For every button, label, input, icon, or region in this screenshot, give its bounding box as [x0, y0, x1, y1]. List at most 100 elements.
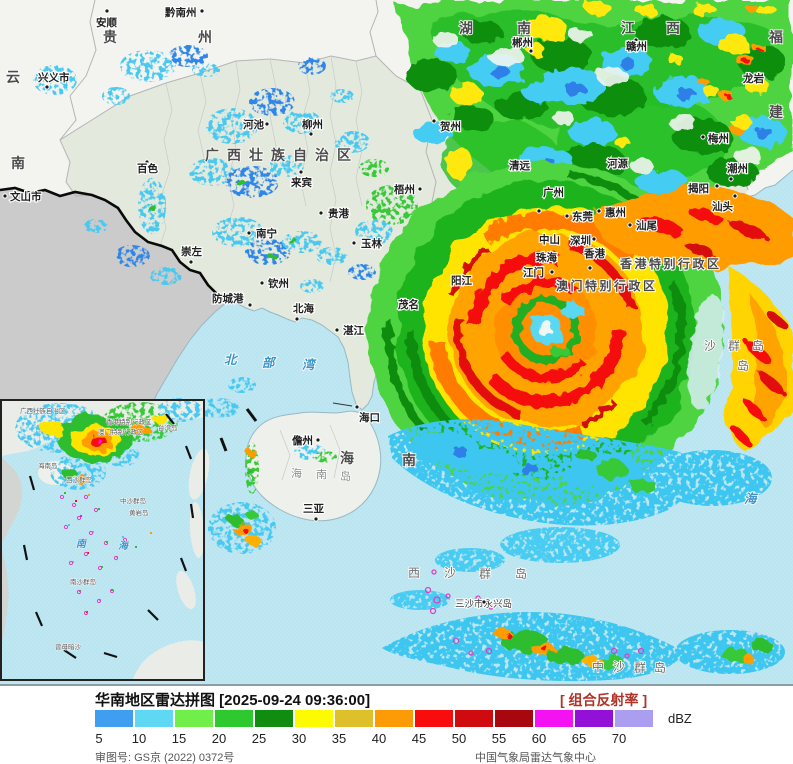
legend-color-5 — [95, 710, 133, 727]
map-label: 群 — [479, 567, 491, 581]
city-label: 儋州 — [292, 434, 313, 447]
city-label: 安顺 — [96, 16, 117, 29]
city-dot — [528, 48, 534, 54]
map-label: 香港特别行政区 — [619, 256, 722, 271]
map-label: 北 — [224, 353, 239, 367]
legend-color-65 — [575, 710, 613, 727]
map-label: 沙 — [704, 339, 716, 353]
legend-tick: 5 — [95, 731, 103, 746]
dbz-tick-labels: 5 10 15 20 25 30 35 40 45 50 55 60 65 70 — [0, 731, 793, 747]
legend-color-30 — [295, 710, 333, 727]
maritime-boundary-dashes — [219, 408, 258, 452]
city-dot — [633, 37, 639, 43]
city-dot — [318, 210, 324, 216]
legend-tick: 50 — [451, 731, 467, 746]
radar-west-green-dots — [148, 125, 296, 259]
city-dot — [700, 134, 706, 140]
city-dot — [354, 404, 360, 410]
city-label: 汕头 — [712, 200, 733, 213]
city-label: 兴义市 — [38, 71, 70, 84]
map-label: 海 — [744, 492, 759, 506]
legend-color-20 — [215, 710, 253, 727]
city-label: 江门 — [523, 266, 544, 279]
map-label: 南 — [11, 155, 25, 171]
city-label: 文山市 — [9, 190, 42, 203]
inset-label: 西沙群岛 — [66, 475, 92, 484]
inset-label: 海南岛 — [38, 461, 58, 470]
city-label: 湛江 — [343, 324, 364, 337]
city-dot — [549, 269, 555, 275]
map-label: 区 — [337, 147, 351, 163]
legend-bar: 华南地区雷达拼图 [2025-09-24 09:36:00] [ 组合反射率 ]… — [0, 686, 793, 764]
city-label: 防城港 — [212, 292, 244, 305]
map-label: 州 — [197, 29, 212, 45]
city-dot — [104, 8, 110, 14]
city-dot — [315, 437, 321, 443]
island-reef-markers — [424, 569, 645, 659]
city-dot — [591, 236, 597, 242]
city-label: 柳州 — [302, 118, 323, 131]
city-label: 玉林 — [361, 237, 382, 250]
city-dot — [431, 118, 437, 124]
inset-label: 台湾岛 — [158, 423, 178, 432]
map-label: 自 — [293, 147, 307, 163]
inset-label: 海 — [118, 540, 130, 552]
map-label: 江 — [621, 20, 635, 36]
map-label: 岛 — [752, 338, 764, 353]
map-label: 湖 — [459, 20, 473, 36]
city-label: 惠州 — [605, 206, 626, 219]
city-label: 广州 — [543, 186, 564, 199]
legend-color-35 — [335, 710, 373, 727]
legend-tick: 25 — [251, 731, 267, 746]
city-label: 潮州 — [727, 162, 748, 175]
city-label: 郴州 — [512, 36, 533, 49]
city-dot — [334, 327, 340, 333]
city-dot — [2, 193, 8, 199]
inset-label: 澳门特别行政区 — [98, 427, 144, 436]
city-dot — [481, 599, 487, 605]
map-label: 沙 — [444, 566, 456, 580]
map-label: 岛 — [737, 358, 749, 373]
radar-east-red-streaks — [639, 208, 791, 447]
map-label: 南 — [517, 20, 531, 36]
city-label: 中山 — [539, 233, 560, 246]
legend-tick: 55 — [491, 731, 507, 746]
city-label: 茂名 — [397, 298, 419, 311]
legend-tick: 35 — [331, 731, 347, 746]
map-label: 沙 — [613, 660, 625, 674]
city-dot — [188, 259, 194, 265]
national-border — [0, 186, 229, 303]
inset-label: 黄岩岛 — [129, 508, 149, 517]
city-dot — [313, 516, 319, 522]
inset-label: 香港特别行政区 — [106, 417, 152, 426]
city-label: 河池 — [243, 118, 264, 131]
radar-southwest-cells — [208, 442, 337, 554]
legend-color-70 — [615, 710, 653, 727]
city-label: 汕尾 — [636, 219, 657, 232]
city-label: 河源 — [607, 157, 628, 170]
city-label: 龙岩 — [742, 72, 764, 85]
city-label: 北海 — [293, 302, 314, 315]
city-dot — [728, 176, 734, 182]
inset-reef-markers — [59, 494, 128, 616]
inset-map — [0, 398, 210, 681]
legend-tick: 65 — [571, 731, 587, 746]
legend-tick: 15 — [171, 731, 187, 746]
legend-tick: 20 — [211, 731, 227, 746]
city-label: 来宾 — [290, 176, 312, 189]
product-label: [ 组合反射率 ] — [560, 692, 648, 708]
inset-label: 南 — [76, 538, 88, 550]
city-dot — [587, 265, 593, 271]
inset-border — [0, 399, 205, 681]
city-label: 南宁 — [256, 227, 277, 240]
city-dot — [627, 222, 633, 228]
inset-cell-dots — [64, 492, 152, 613]
inset-label: 南沙群岛 — [70, 577, 96, 586]
radar-south-band — [388, 419, 772, 572]
city-label: 黔南州 — [165, 6, 197, 19]
radar-bottom-band — [382, 590, 785, 682]
land-vietnam — [0, 188, 228, 455]
map-label: 南 — [402, 452, 416, 468]
